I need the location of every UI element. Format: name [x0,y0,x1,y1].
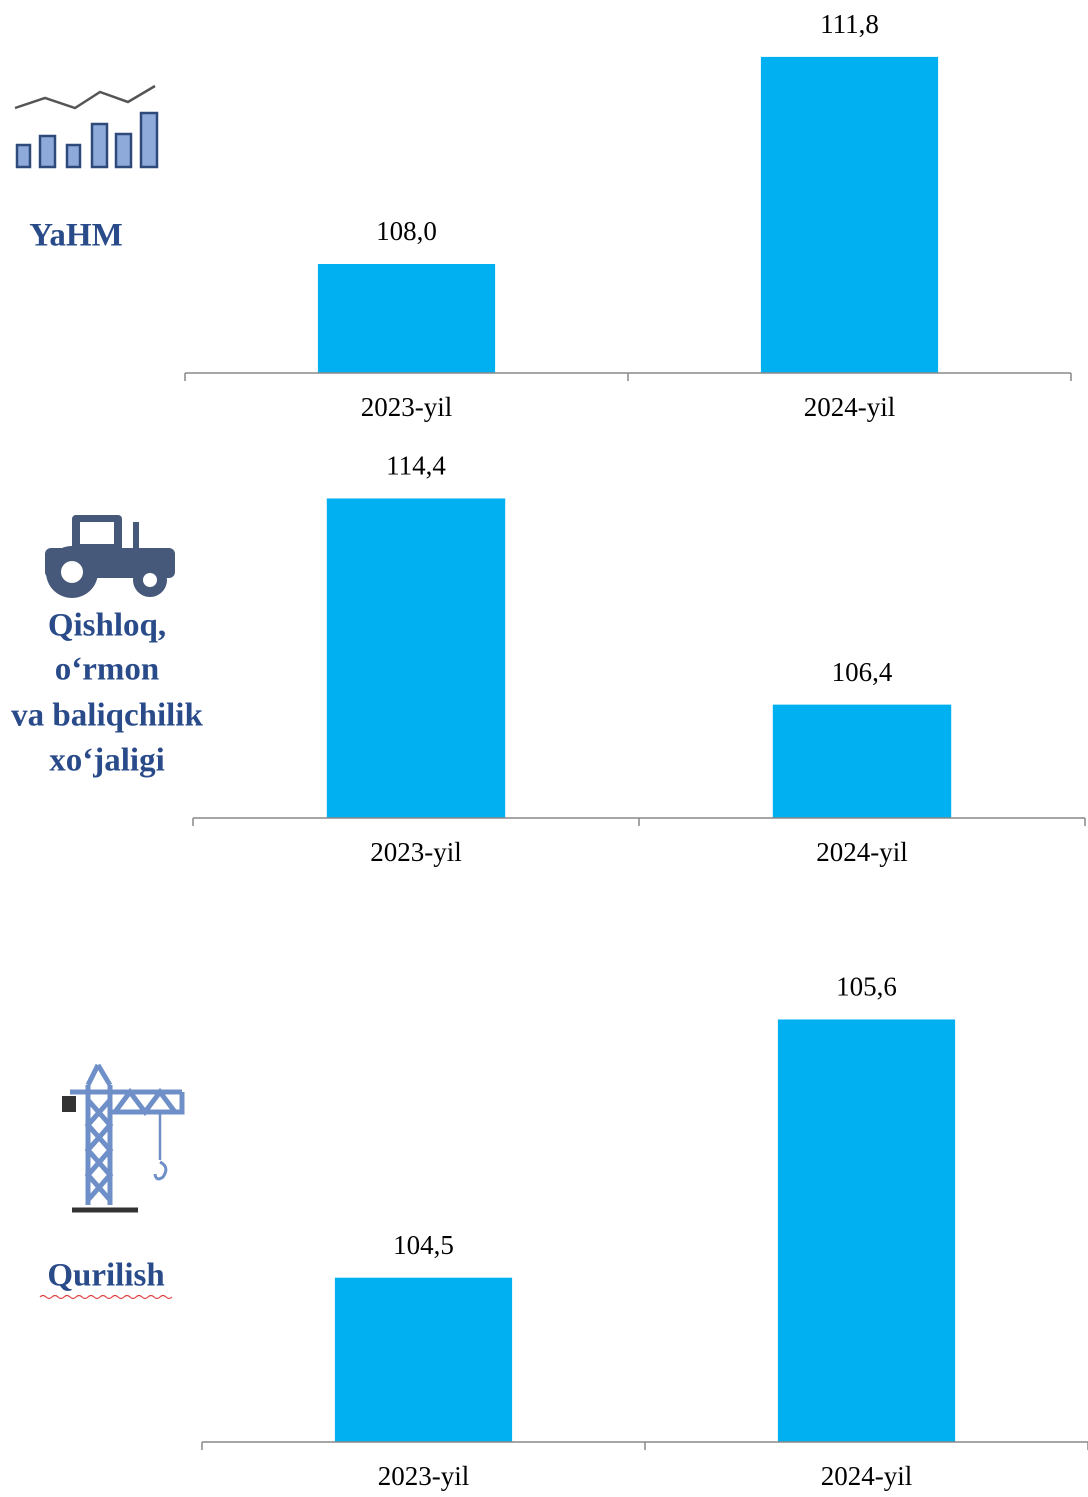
bar [772,704,952,818]
bar [777,1019,956,1442]
x-tick-label: 2023-yil [370,837,462,867]
value-label: 108,0 [376,216,437,246]
chart-icon [14,84,159,169]
chart-title: va baliqchilik [11,698,203,734]
value-label: 106,4 [832,657,893,687]
value-label: 111,8 [820,9,879,39]
value-label: 104,5 [393,1230,454,1260]
x-tick-label: 2023-yil [361,392,453,422]
bar [760,56,939,374]
spell-underline [39,1294,173,1300]
chart-title: Qurilish [47,1258,164,1294]
chart-title: xo‘jaligi [49,743,164,779]
bar [326,498,506,818]
chart-title: Qishloq, [48,608,166,644]
value-label: 105,6 [836,972,897,1002]
tractor-icon [45,515,175,598]
x-tick-label: 2023-yil [378,1461,470,1491]
bar [317,264,496,373]
chart-title: o‘rmon [55,652,159,688]
chart-title: YaHM [29,218,123,254]
crane-icon [62,1063,185,1213]
value-label: 114,4 [386,451,446,481]
x-tick-label: 2024-yil [821,1461,913,1491]
x-tick-label: 2024-yil [816,837,908,867]
x-tick-label: 2024-yil [804,392,896,422]
bar [334,1277,513,1442]
